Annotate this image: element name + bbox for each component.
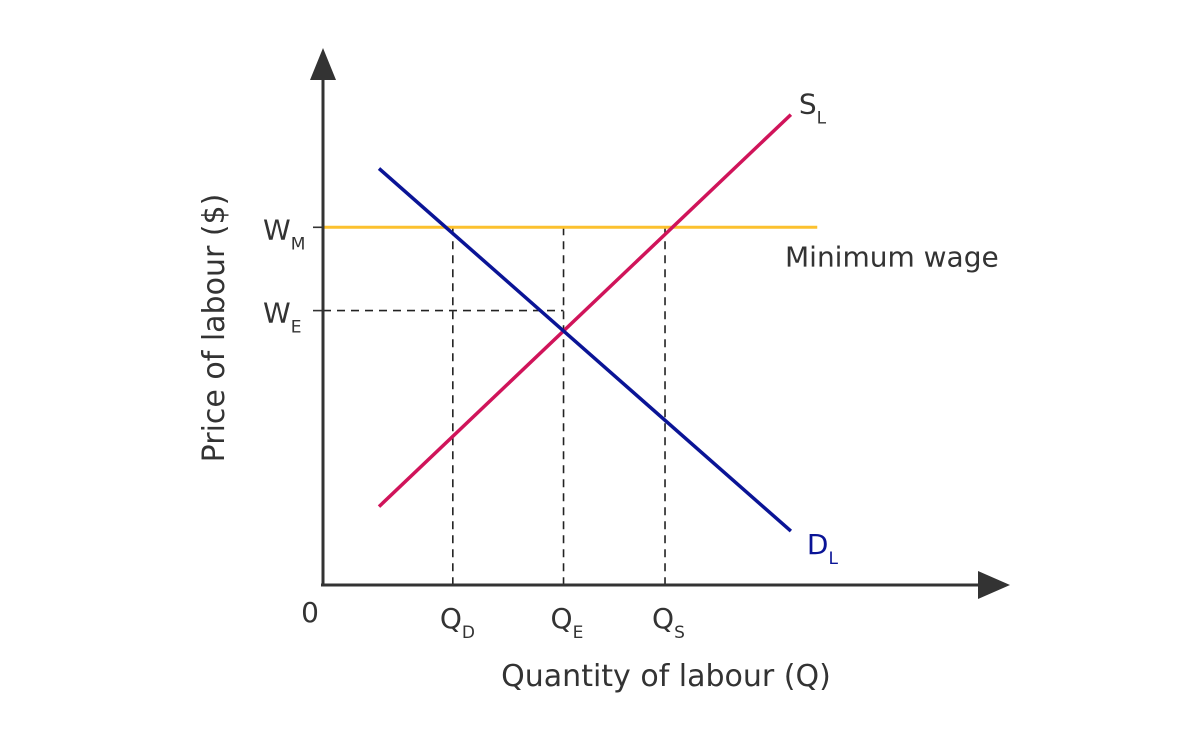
x-axis-title: Quantity of labour (Q) [501, 659, 831, 694]
supply-curve [377, 113, 793, 508]
quantity-equilibrium-label: QE [551, 602, 584, 643]
minimum-wage-label: Minimum wage [785, 240, 999, 273]
y-axis-arrowhead [310, 48, 336, 80]
demand-curve-label: DL [807, 528, 839, 569]
origin-label: 0 [301, 596, 319, 629]
wage-minimum-label: WM [263, 213, 305, 254]
wage-equilibrium-label: WE [263, 297, 301, 338]
quantity-demanded-label: QD [440, 602, 475, 643]
quantity-supplied-label: QS [652, 602, 685, 643]
y-axis-title: Price of labour ($) [197, 194, 232, 463]
demand-curve [377, 167, 793, 533]
supply-curve-label: SL [799, 88, 827, 129]
x-axis-arrowhead [978, 571, 1010, 599]
